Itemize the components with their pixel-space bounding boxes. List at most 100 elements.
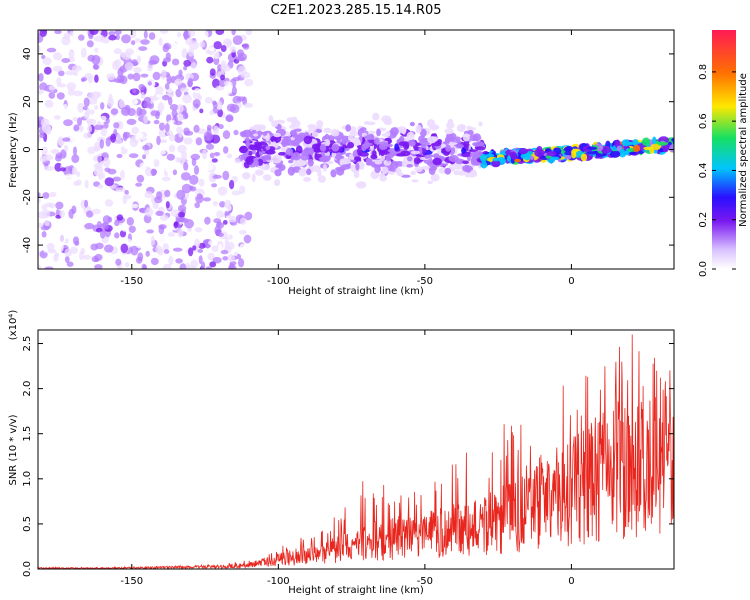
heatmap-cell	[71, 205, 77, 214]
heatmap-cell	[466, 125, 473, 131]
heatmap-cell	[239, 229, 247, 235]
heatmap-cell	[76, 171, 81, 177]
heatmap-cell	[212, 256, 222, 264]
x-tick-label: -100	[267, 276, 290, 287]
heatmap-cell	[484, 153, 495, 158]
heatmap-cell	[80, 47, 87, 58]
heatmap-cell	[97, 96, 107, 102]
heatmap-cell	[94, 264, 103, 269]
heatmap-cell	[100, 127, 107, 137]
heatmap-cell	[432, 157, 443, 166]
heatmap-cell	[41, 204, 48, 211]
heatmap-cell	[52, 65, 63, 72]
heatmap-cell	[139, 162, 147, 171]
heatmap-cell	[205, 49, 211, 55]
heatmap-cell	[334, 155, 343, 160]
heatmap-cell	[75, 179, 82, 186]
heatmap-cell	[102, 157, 111, 168]
heatmap-cell	[289, 124, 296, 129]
heatmap-cell	[224, 40, 233, 46]
heatmap-cell	[73, 71, 79, 76]
heatmap-cell	[468, 134, 479, 142]
heatmap-cell	[165, 201, 170, 209]
heatmap-cell	[181, 48, 188, 58]
heatmap-cell	[370, 154, 378, 160]
heatmap-cell	[322, 164, 327, 172]
heatmap-cell	[187, 77, 193, 88]
heatmap-cell	[254, 159, 259, 167]
heatmap-cell	[229, 46, 237, 53]
heatmap-cell	[159, 30, 169, 34]
heatmap-cell	[85, 119, 93, 124]
heatmap-cell	[224, 199, 232, 209]
heatmap-cell	[587, 146, 598, 150]
heatmap-cell	[197, 95, 203, 101]
heatmap-cell	[401, 174, 411, 178]
heatmap-cell	[227, 81, 233, 89]
heatmap-cell	[166, 153, 175, 161]
heatmap-cell	[437, 139, 442, 144]
heatmap-cell	[181, 183, 192, 194]
heatmap-cell	[94, 141, 101, 152]
heatmap-cell	[95, 242, 104, 250]
heatmap-cell	[228, 215, 237, 223]
heatmap-cell	[84, 73, 93, 80]
heatmap-cell	[119, 230, 127, 238]
heatmap-cell	[184, 219, 195, 229]
heatmap-cell	[480, 161, 488, 169]
heatmap-cell	[142, 136, 149, 143]
heatmap-cell	[470, 169, 477, 176]
heatmap-cell	[410, 170, 416, 176]
heatmap-cell	[137, 252, 144, 262]
heatmap-cell	[38, 102, 44, 111]
heatmap-cell	[216, 100, 223, 111]
heatmap-cell	[171, 109, 178, 118]
heatmap-cell	[234, 158, 241, 164]
heatmap-cell	[228, 234, 233, 240]
heatmap-cell	[212, 174, 222, 179]
heatmap-cell	[628, 141, 638, 145]
heatmap-cell	[57, 235, 66, 244]
x-tick-label: 0	[568, 576, 574, 587]
heatmap-cell	[100, 102, 105, 110]
heatmap-cell	[220, 45, 227, 52]
heatmap-cell	[206, 56, 214, 64]
heatmap-cell	[571, 151, 577, 159]
heatmap-cell	[445, 144, 452, 152]
heatmap-cell	[94, 124, 104, 131]
heatmap-cell	[108, 123, 114, 131]
heatmap-cell	[65, 70, 75, 76]
heatmap-cell	[201, 149, 208, 160]
heatmap-cell	[86, 48, 93, 54]
heatmap-cell	[317, 175, 326, 183]
heatmap-cell	[46, 242, 55, 251]
heatmap-cell	[366, 158, 373, 166]
heatmap-cell	[42, 192, 50, 199]
heatmap-cell	[120, 52, 126, 58]
heatmap-cell	[189, 40, 199, 50]
heatmap-cell	[448, 154, 459, 163]
heatmap-cell	[97, 184, 104, 189]
heatmap-cell	[77, 69, 85, 80]
heatmap-cell	[410, 150, 421, 155]
heatmap-cell	[550, 156, 560, 161]
x-tick-label: 0	[568, 276, 574, 287]
heatmap-cell	[303, 177, 312, 182]
heatmap-cell	[87, 124, 93, 133]
heatmap-cell	[140, 39, 150, 45]
heatmap-cell	[298, 168, 307, 177]
heatmap-cell	[140, 73, 149, 78]
heatmap-cell	[132, 72, 141, 82]
heatmap-cell	[232, 95, 242, 105]
heatmap-cell	[177, 31, 181, 38]
heatmap-cell	[317, 169, 322, 178]
heatmap-cell	[97, 121, 101, 126]
heatmap-cell	[172, 238, 182, 248]
heatmap-cell	[262, 174, 272, 181]
heatmap-cell	[268, 115, 274, 123]
heatmap-cell	[87, 146, 96, 155]
heatmap-cell	[84, 222, 95, 230]
heatmap-cell	[211, 245, 220, 252]
heatmap-cell	[114, 232, 120, 239]
heatmap-cell	[38, 196, 41, 204]
